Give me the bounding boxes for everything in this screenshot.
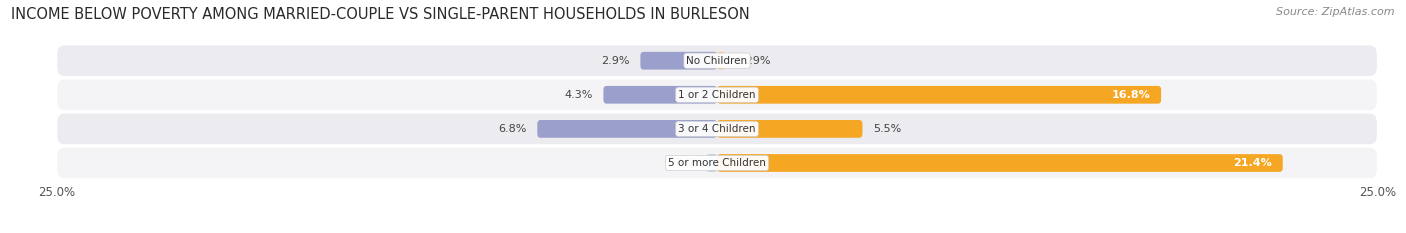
FancyBboxPatch shape bbox=[706, 154, 717, 172]
FancyBboxPatch shape bbox=[56, 113, 1378, 145]
Text: Source: ZipAtlas.com: Source: ZipAtlas.com bbox=[1277, 7, 1395, 17]
Text: INCOME BELOW POVERTY AMONG MARRIED-COUPLE VS SINGLE-PARENT HOUSEHOLDS IN BURLESO: INCOME BELOW POVERTY AMONG MARRIED-COUPL… bbox=[11, 7, 749, 22]
Text: 16.8%: 16.8% bbox=[1112, 90, 1150, 100]
Text: 4.3%: 4.3% bbox=[564, 90, 593, 100]
Text: 0.29%: 0.29% bbox=[735, 56, 770, 66]
Text: 21.4%: 21.4% bbox=[1233, 158, 1272, 168]
FancyBboxPatch shape bbox=[56, 147, 1378, 179]
Text: 3 or 4 Children: 3 or 4 Children bbox=[678, 124, 756, 134]
FancyBboxPatch shape bbox=[717, 120, 862, 138]
Text: 0.0%: 0.0% bbox=[676, 158, 704, 168]
FancyBboxPatch shape bbox=[56, 79, 1378, 111]
FancyBboxPatch shape bbox=[717, 52, 724, 70]
Text: 2.9%: 2.9% bbox=[602, 56, 630, 66]
FancyBboxPatch shape bbox=[717, 154, 1282, 172]
FancyBboxPatch shape bbox=[640, 52, 717, 70]
FancyBboxPatch shape bbox=[603, 86, 717, 104]
Text: 5.5%: 5.5% bbox=[873, 124, 901, 134]
Text: 1 or 2 Children: 1 or 2 Children bbox=[678, 90, 756, 100]
Text: 5 or more Children: 5 or more Children bbox=[668, 158, 766, 168]
FancyBboxPatch shape bbox=[56, 44, 1378, 77]
FancyBboxPatch shape bbox=[717, 86, 1161, 104]
Text: No Children: No Children bbox=[686, 56, 748, 66]
FancyBboxPatch shape bbox=[537, 120, 717, 138]
Text: 6.8%: 6.8% bbox=[498, 124, 527, 134]
